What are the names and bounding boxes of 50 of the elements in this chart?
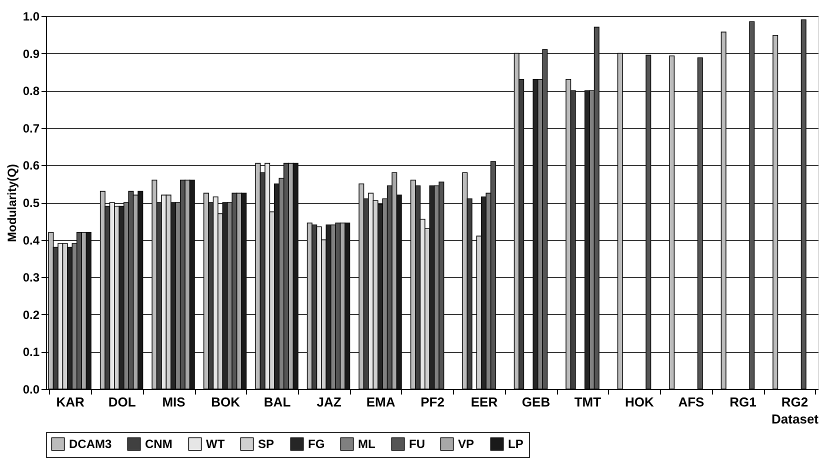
y-tick-label: 0.9 xyxy=(22,46,40,61)
y-tick-label: 0.6 xyxy=(22,158,40,173)
bar xyxy=(772,34,778,390)
y-tick-label: 0.3 xyxy=(22,270,40,285)
legend-label: FG xyxy=(308,437,325,452)
x-tick-label: PF2 xyxy=(420,394,444,410)
bar xyxy=(255,162,261,390)
x-tick-label: TMT xyxy=(574,394,602,410)
x-tick-label: RG2 xyxy=(781,394,808,410)
x-tick-label: DOL xyxy=(108,394,136,410)
bar xyxy=(48,232,54,390)
x-tick-label: EMA xyxy=(366,394,396,410)
x-tick-label: AFS xyxy=(678,394,705,410)
y-tick-label: 0.1 xyxy=(22,345,40,360)
y-tick-label: 0.8 xyxy=(22,84,40,98)
legend-label: LP xyxy=(508,437,524,452)
y-tick-label: 0.7 xyxy=(22,121,40,136)
bar xyxy=(720,32,726,390)
legend-label: VP xyxy=(458,437,474,452)
bar xyxy=(697,57,703,390)
legend-label: DCAM3 xyxy=(69,437,112,452)
legend-label: WT xyxy=(206,437,226,452)
bar xyxy=(358,183,364,390)
y-tick-label: 1.0 xyxy=(22,10,40,24)
x-tick-label: RG1 xyxy=(730,394,756,410)
bar xyxy=(646,54,652,390)
x-axis-title: Dataset xyxy=(772,412,820,426)
bar xyxy=(617,52,623,390)
x-tick-label: HOK xyxy=(625,394,655,410)
x-tick-label: GEB xyxy=(522,394,550,410)
y-tick-label: 0.0 xyxy=(22,382,40,396)
legend-label: SP xyxy=(258,437,274,452)
bar xyxy=(749,21,755,390)
legend-label: ML xyxy=(358,437,376,452)
y-axis-title: Modularity(Q) xyxy=(4,164,19,242)
legend-label: FU xyxy=(409,437,425,452)
x-tick-label: EER xyxy=(470,394,498,410)
x-tick-label: KAR xyxy=(56,394,85,410)
legend-label: CNM xyxy=(145,437,172,452)
bar xyxy=(532,79,538,390)
x-tick-label: MIS xyxy=(162,394,186,410)
x-tick-label: BOK xyxy=(211,394,241,410)
bar xyxy=(800,19,806,390)
x-tick-label: JAZ xyxy=(316,394,342,410)
y-tick-label: 0.2 xyxy=(22,308,40,322)
y-tick-label: 0.5 xyxy=(22,196,40,210)
y-tick-label: 0.4 xyxy=(22,233,40,248)
bar xyxy=(152,180,158,390)
bar xyxy=(669,56,675,390)
x-tick-label: BAL xyxy=(264,394,291,410)
